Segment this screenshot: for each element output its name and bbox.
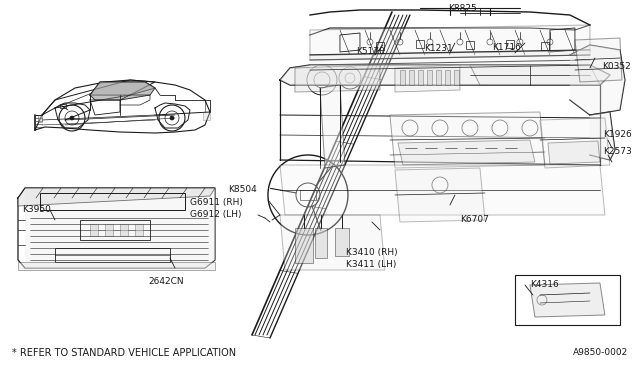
Polygon shape — [280, 65, 610, 85]
Polygon shape — [280, 165, 605, 215]
Text: K8825: K8825 — [448, 4, 477, 13]
Polygon shape — [436, 70, 441, 85]
Polygon shape — [427, 70, 432, 85]
Polygon shape — [105, 224, 113, 236]
Polygon shape — [395, 168, 485, 222]
Polygon shape — [454, 70, 459, 85]
Text: K5170: K5170 — [356, 47, 385, 56]
Polygon shape — [548, 141, 600, 164]
Polygon shape — [398, 140, 535, 165]
Polygon shape — [280, 215, 385, 270]
Polygon shape — [540, 118, 610, 168]
Text: K3411 (LH): K3411 (LH) — [346, 260, 396, 269]
Text: K8504: K8504 — [228, 185, 257, 194]
Polygon shape — [38, 115, 42, 122]
Text: A9850-0002: A9850-0002 — [573, 348, 628, 357]
Text: K4316: K4316 — [530, 280, 559, 289]
Text: 2642CN: 2642CN — [148, 277, 184, 286]
Polygon shape — [310, 50, 590, 70]
Circle shape — [170, 116, 174, 120]
Text: * REFER TO STANDARD VEHICLE APPLICATION: * REFER TO STANDARD VEHICLE APPLICATION — [12, 348, 236, 358]
Polygon shape — [470, 65, 600, 85]
Polygon shape — [315, 228, 327, 258]
Polygon shape — [445, 70, 450, 85]
Polygon shape — [400, 70, 405, 85]
Text: K3950: K3950 — [22, 205, 51, 214]
Polygon shape — [90, 82, 155, 100]
Polygon shape — [310, 25, 590, 60]
Polygon shape — [120, 224, 128, 236]
Polygon shape — [335, 228, 349, 256]
Polygon shape — [575, 38, 622, 82]
Text: G6911 (RH): G6911 (RH) — [190, 198, 243, 207]
Polygon shape — [418, 70, 423, 85]
Text: K2573: K2573 — [603, 147, 632, 156]
Polygon shape — [320, 85, 345, 168]
Polygon shape — [570, 45, 625, 115]
Text: K0352: K0352 — [602, 62, 630, 71]
Polygon shape — [203, 112, 210, 120]
Text: K1716: K1716 — [492, 43, 521, 52]
Polygon shape — [295, 65, 380, 92]
Polygon shape — [90, 224, 98, 236]
Polygon shape — [395, 65, 460, 92]
Polygon shape — [25, 188, 215, 268]
Polygon shape — [18, 188, 215, 206]
Polygon shape — [295, 228, 313, 263]
Text: K3410 (RH): K3410 (RH) — [346, 248, 397, 257]
Polygon shape — [409, 70, 414, 85]
Text: K6707: K6707 — [460, 215, 489, 224]
Text: K1231: K1231 — [424, 44, 452, 53]
Polygon shape — [530, 283, 605, 317]
Polygon shape — [18, 262, 215, 270]
Text: G6912 (LH): G6912 (LH) — [190, 210, 241, 219]
Circle shape — [70, 116, 74, 120]
Polygon shape — [390, 112, 545, 168]
Text: K1926: K1926 — [603, 130, 632, 139]
Polygon shape — [590, 112, 615, 160]
Polygon shape — [90, 82, 155, 95]
Polygon shape — [135, 224, 143, 236]
